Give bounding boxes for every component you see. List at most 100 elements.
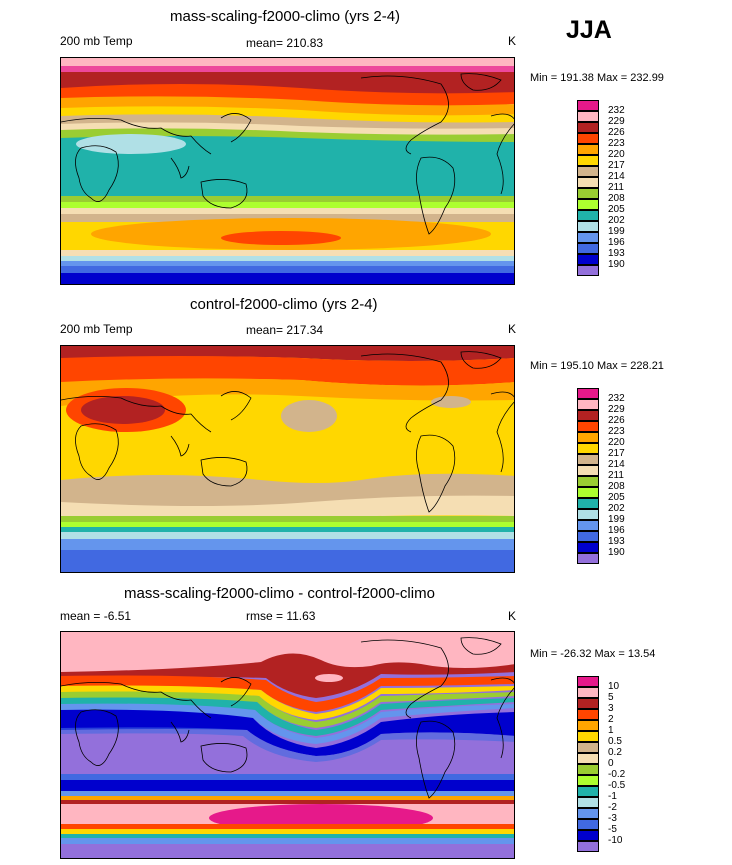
- colorbar-tick: 208: [608, 481, 625, 492]
- colorbar-swatch: [577, 542, 599, 553]
- colorbar-tick: 226: [608, 127, 625, 138]
- colorbar-swatch: [577, 199, 599, 210]
- colorbar-swatch: [577, 421, 599, 432]
- panel3-minmax: Min = -26.32 Max = 13.54: [530, 648, 656, 660]
- colorbar-swatch: [577, 775, 599, 786]
- colorbar-swatch: [577, 786, 599, 797]
- colorbar-tick: 226: [608, 415, 625, 426]
- colorbar-swatch: [577, 166, 599, 177]
- colorbar-swatch: [577, 819, 599, 830]
- colorbar-swatch: [577, 520, 599, 531]
- colorbar-swatch: [577, 509, 599, 520]
- colorbar-tick: 3: [608, 703, 614, 714]
- colorbar-tick: -0.2: [608, 769, 626, 780]
- panel2-map: [60, 345, 515, 573]
- colorbar-swatch: [577, 388, 599, 399]
- colorbar-tick: 202: [608, 503, 625, 514]
- colorbar-swatch: [577, 830, 599, 841]
- colorbar-swatch: [577, 410, 599, 421]
- colorbar-tick: 217: [608, 448, 625, 459]
- colorbar-tick: 202: [608, 215, 625, 226]
- colorbar-tick: 220: [608, 437, 625, 448]
- colorbar-tick: 190: [608, 259, 625, 270]
- colorbar-tick: 211: [608, 470, 624, 481]
- season-label: JJA: [566, 16, 612, 44]
- colorbar-swatch: [577, 687, 599, 698]
- colorbar-tick: 229: [608, 116, 625, 127]
- colorbar-tick: 0.5: [608, 736, 622, 747]
- panel3-title: mass-scaling-f2000-climo - control-f2000…: [124, 585, 435, 602]
- colorbar-swatch: [577, 122, 599, 133]
- colorbar-swatch: [577, 731, 599, 742]
- colorbar-swatch: [577, 399, 599, 410]
- colorbar-swatch: [577, 476, 599, 487]
- panel1-title: mass-scaling-f2000-climo (yrs 2-4): [170, 8, 401, 25]
- colorbar-tick: 223: [608, 138, 625, 149]
- colorbar-tick: 199: [608, 226, 625, 237]
- colorbar-swatch: [577, 221, 599, 232]
- colorbar-tick: -3: [608, 813, 617, 824]
- panel3-center-label: rmse = 11.63: [246, 609, 316, 623]
- colorbar-swatch: [577, 254, 599, 265]
- colorbar-swatch: [577, 487, 599, 498]
- colorbar-tick: 0.2: [608, 747, 622, 758]
- colorbar-swatch: [577, 111, 599, 122]
- colorbar-tick: 214: [608, 171, 625, 182]
- colorbar-swatch: [577, 210, 599, 221]
- colorbar-tick: 208: [608, 193, 625, 204]
- colorbar-tick: 196: [608, 525, 625, 536]
- colorbar-tick: 217: [608, 160, 625, 171]
- colorbar-tick: 229: [608, 404, 625, 415]
- colorbar-tick: 190: [608, 547, 625, 558]
- colorbar-tick: 196: [608, 237, 625, 248]
- colorbar-swatch: [577, 808, 599, 819]
- colorbar-swatch: [577, 498, 599, 509]
- colorbar-swatch: [577, 265, 599, 276]
- colorbar-swatch: [577, 720, 599, 731]
- colorbar-swatch: [577, 133, 599, 144]
- colorbar-tick: 205: [608, 492, 625, 503]
- colorbar-tick: 232: [608, 393, 625, 404]
- panel1-center-label: mean= 210.83: [246, 36, 324, 50]
- colorbar-swatch: [577, 676, 599, 687]
- colorbar-swatch: [577, 100, 599, 111]
- colorbar-swatch: [577, 709, 599, 720]
- colorbar-tick: 193: [608, 248, 625, 259]
- colorbar-tick: 2: [608, 714, 614, 725]
- colorbar-tick: 211: [608, 182, 624, 193]
- panel2-units: K: [508, 322, 517, 336]
- colorbar-tick: 193: [608, 536, 625, 547]
- colorbar-swatch: [577, 243, 599, 254]
- colorbar-swatch: [577, 188, 599, 199]
- colorbar-swatch: [577, 797, 599, 808]
- colorbar-tick: 10: [608, 681, 620, 692]
- colorbar-swatch: [577, 553, 599, 564]
- colorbar-swatch: [577, 432, 599, 443]
- colorbar-swatch: [577, 465, 599, 476]
- colorbar-swatch: [577, 454, 599, 465]
- panel2-center-label: mean= 217.34: [246, 323, 324, 337]
- colorbar-swatch: [577, 753, 599, 764]
- colorbar-swatch: [577, 443, 599, 454]
- colorbar-swatch: [577, 177, 599, 188]
- panel1-map: [60, 57, 515, 285]
- panel3-map: [60, 631, 515, 859]
- panel2-title: control-f2000-climo (yrs 2-4): [190, 296, 378, 313]
- colorbar-swatch: [577, 764, 599, 775]
- colorbar-tick: -0.5: [608, 780, 626, 791]
- panel1-units: K: [508, 34, 517, 48]
- colorbar-swatch: [577, 841, 599, 852]
- panel1-left-label: 200 mb Temp: [60, 34, 133, 48]
- colorbar-swatch: [577, 698, 599, 709]
- colorbar-tick: -5: [608, 824, 617, 835]
- panel1-minmax: Min = 191.38 Max = 232.99: [530, 72, 664, 84]
- colorbar-swatch: [577, 531, 599, 542]
- colorbar-tick: 220: [608, 149, 625, 160]
- colorbar-tick: 223: [608, 426, 625, 437]
- colorbar-tick: 214: [608, 459, 625, 470]
- panel3-left-label: mean = -6.51: [60, 609, 132, 623]
- colorbar-tick: 5: [608, 692, 614, 703]
- colorbar-tick: 1: [608, 725, 614, 736]
- colorbar-swatch: [577, 144, 599, 155]
- colorbar-tick: 205: [608, 204, 625, 215]
